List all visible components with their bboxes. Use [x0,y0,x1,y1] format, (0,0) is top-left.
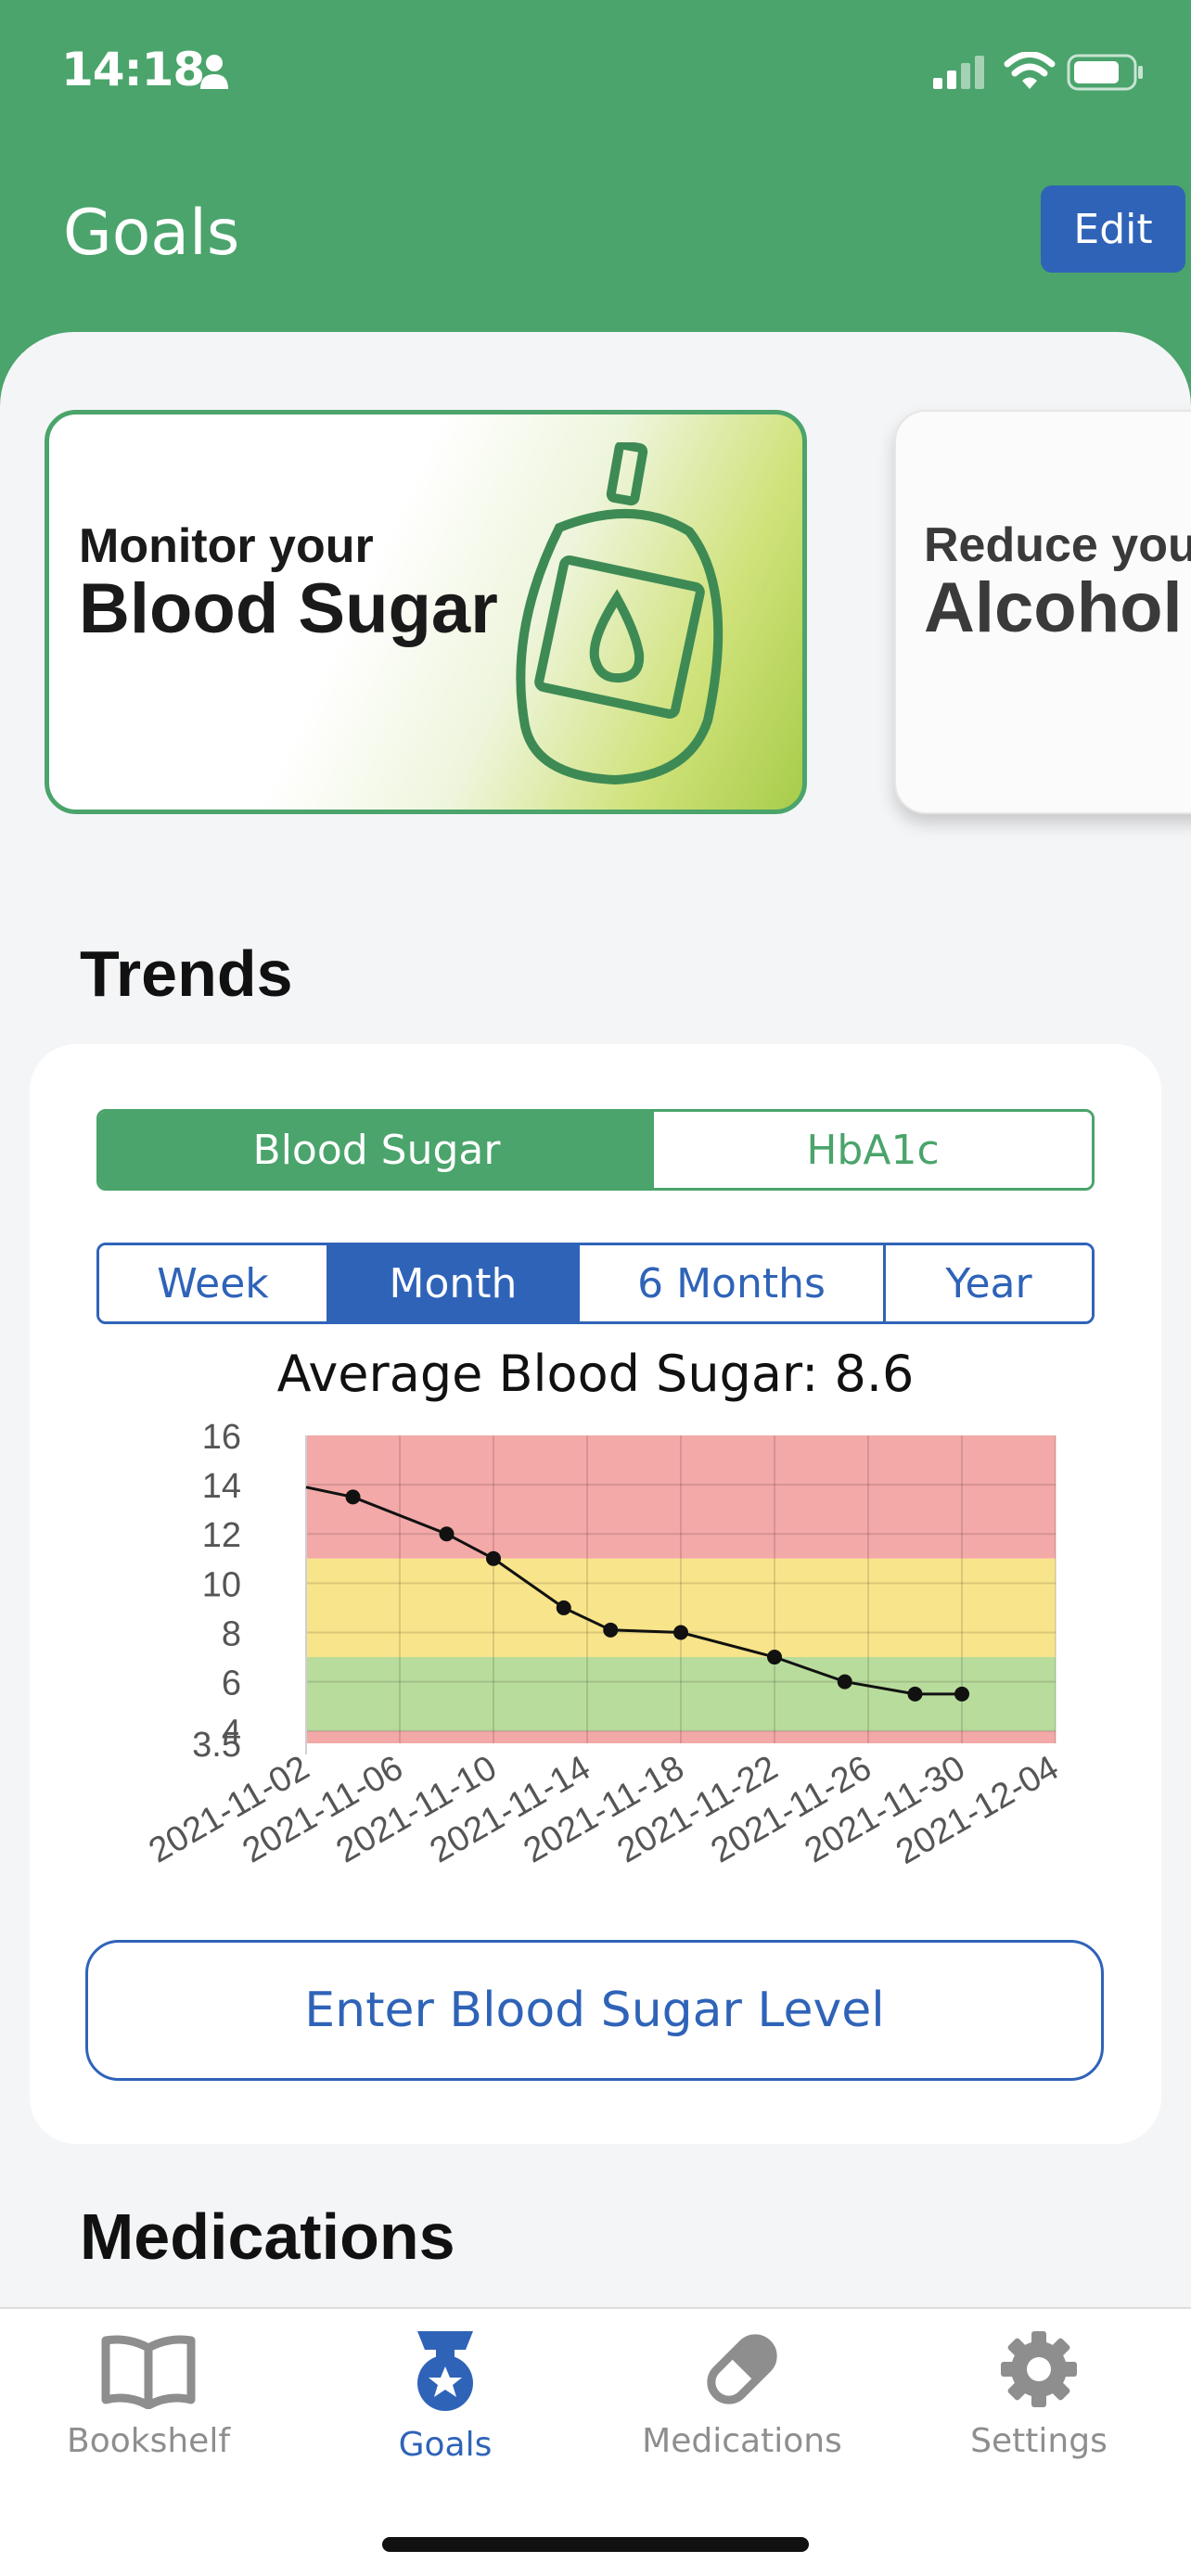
edit-button[interactable]: Edit [1041,185,1185,273]
y-tick-label: 10 [202,1565,241,1604]
y-tick-label: 6 [222,1664,241,1703]
glucose-meter-icon [476,440,754,799]
data-point [673,1625,688,1640]
tab-label: Medications [642,2422,842,2460]
goal-card-alcohol[interactable]: Reduce your Alcohol [894,410,1191,814]
data-point [954,1686,969,1702]
status-bar: 14:18 [0,0,1191,148]
status-time: 14:18 [61,43,205,96]
y-tick-label: 12 [202,1516,241,1555]
tab-week[interactable]: Week [99,1245,329,1321]
y-tick-label: 16 [202,1418,241,1457]
data-point [603,1622,619,1638]
blood-sugar-chart: 161412108643.52021-11-022021-11-062021-1… [143,1418,1066,1872]
page-title: Goals [63,197,240,270]
tab-label: Goals [398,2426,493,2464]
period-segmented-control: Week Month 6 Months Year [96,1243,1095,1324]
medications-heading: Medications [80,2200,455,2273]
enter-blood-sugar-button[interactable]: Enter Blood Sugar Level [85,1940,1104,2081]
battery-icon [1067,54,1145,96]
chart-band [306,1435,1056,1559]
chart-band [306,1558,1056,1658]
tab-goals[interactable]: Goals [297,2329,594,2464]
y-tick-label: 8 [222,1614,241,1653]
tab-month[interactable]: Month [329,1245,580,1321]
data-point [486,1550,501,1566]
cellular-signal-icon [931,54,987,94]
data-point [556,1600,571,1615]
data-point [767,1650,782,1665]
tab-6-months[interactable]: 6 Months [580,1245,886,1321]
wifi-icon [1004,51,1056,96]
goal-card-title: Alcohol [924,568,1183,647]
data-point [439,1526,455,1542]
metric-segmented-control: Blood Sugar HbA1c [96,1109,1095,1191]
trends-heading: Trends [80,937,293,1010]
chart-title: Average Blood Sugar: 8.6 [276,1345,915,1403]
y-tick-label: 14 [202,1467,241,1506]
goal-card-blood-sugar[interactable]: Monitor your Blood Sugar [45,410,807,814]
tab-bar [0,2307,1191,2576]
goal-card-subtitle: Monitor your [79,519,374,573]
data-point [345,1489,361,1505]
medal-icon [417,2331,473,2411]
book-icon [101,2335,196,2409]
tab-hba1c[interactable]: HbA1c [654,1112,1092,1188]
person-icon [198,54,230,96]
tab-bookshelf[interactable]: Bookshelf [0,2329,297,2460]
chart-band [306,1730,1056,1743]
data-point [907,1686,923,1702]
tab-label: Settings [970,2422,1108,2460]
home-indicator [382,2537,809,2552]
y-tick-label: 3.5 [192,1726,241,1765]
tab-medications[interactable]: Medications [594,2329,890,2460]
tab-settings[interactable]: Settings [890,2329,1187,2460]
y-tick-label: 4 [222,1714,241,1753]
data-point [837,1674,852,1690]
pill-icon [707,2334,777,2404]
gear-icon [1001,2331,1077,2407]
goal-card-title: Blood Sugar [79,569,498,648]
goal-card-subtitle: Reduce your [924,518,1191,572]
tab-year[interactable]: Year [886,1245,1092,1321]
tab-blood-sugar[interactable]: Blood Sugar [99,1112,654,1188]
tab-label: Bookshelf [67,2422,230,2460]
